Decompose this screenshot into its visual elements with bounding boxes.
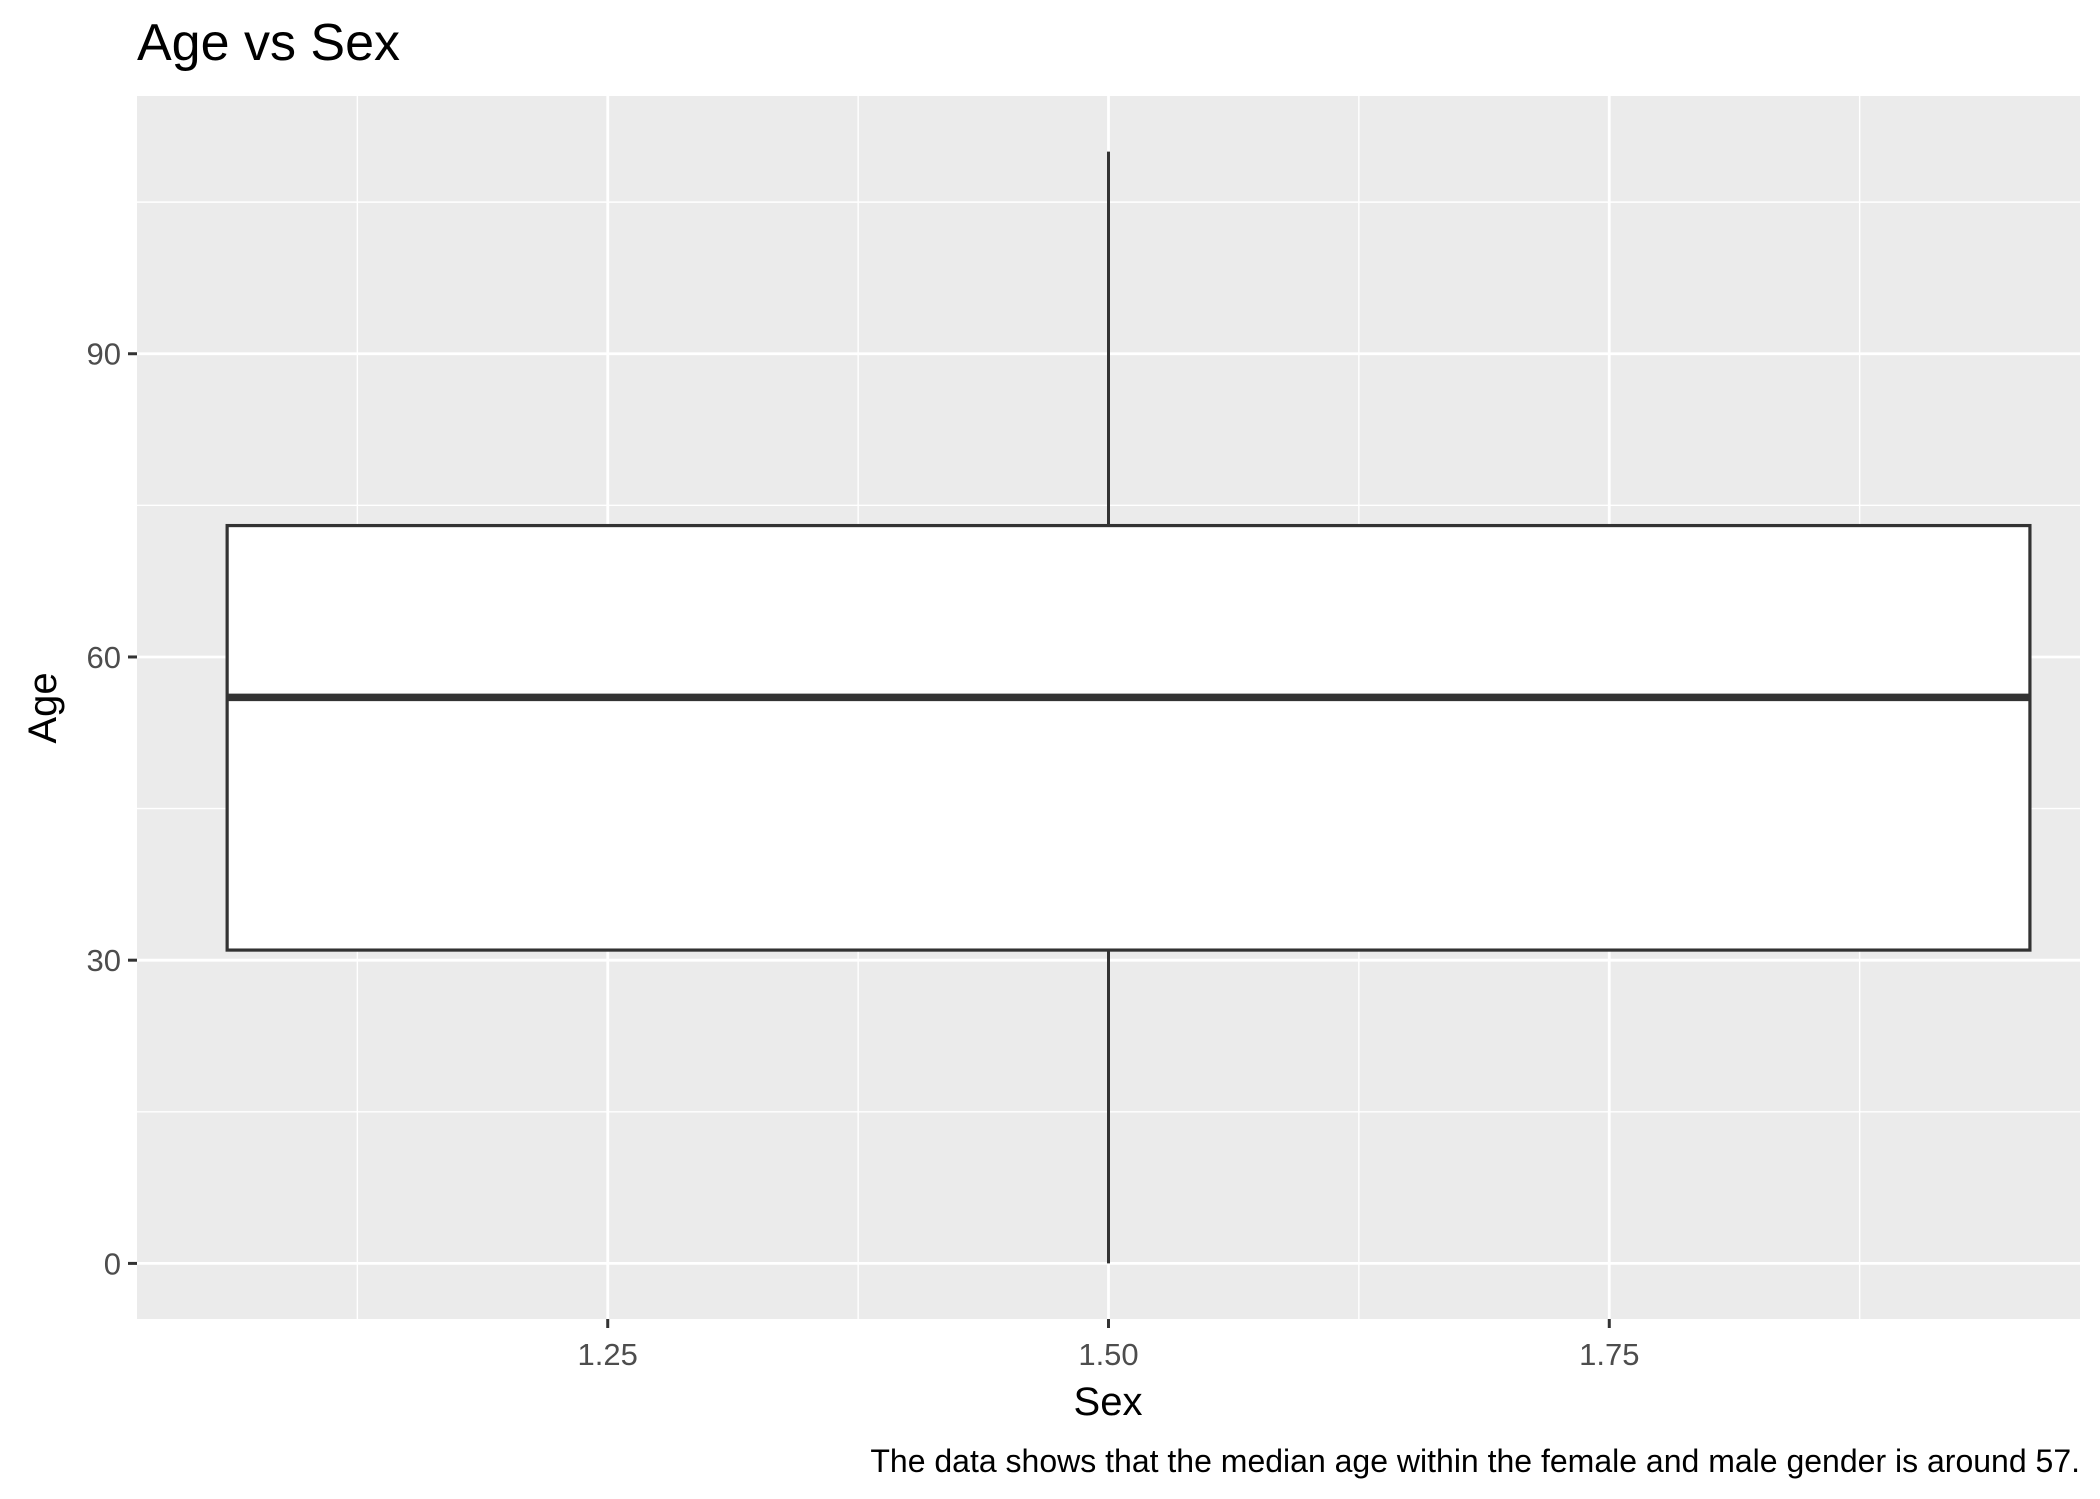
x-tick-label: 1.25 [578,1337,638,1372]
y-tick-label: 60 [87,640,121,675]
y-tick-label: 30 [87,943,121,978]
chart-caption: The data shows that the median age withi… [870,1443,2080,1479]
x-axis: 1.25 1.50 1.75 [578,1319,1639,1372]
y-axis: 0 30 60 90 [87,337,137,1281]
y-axis-title: Age [21,672,65,743]
box-series [225,151,2032,1264]
box-iqr [225,523,2032,952]
chart-title: Age vs Sex [137,14,400,72]
x-axis-title: Sex [1074,1380,1143,1424]
x-tick-label: 1.50 [1078,1337,1138,1372]
y-tick-label: 0 [104,1246,121,1281]
x-tick-label: 1.75 [1579,1337,1639,1372]
y-tick-label: 90 [87,337,121,372]
